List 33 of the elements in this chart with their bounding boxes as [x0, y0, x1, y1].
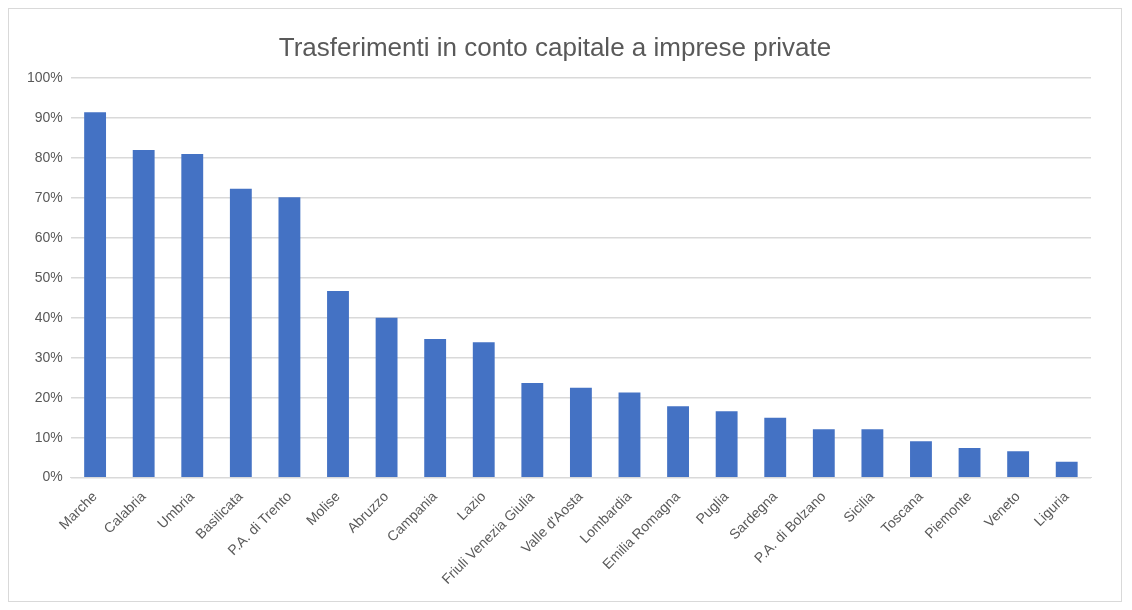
bar [132, 150, 155, 477]
y-tick-label: 10% [34, 428, 63, 445]
bar [618, 392, 641, 477]
bar [375, 317, 398, 477]
y-tick-label: 0% [42, 468, 63, 485]
y-tick-label: 100% [26, 69, 63, 86]
chart-title: Trasferimenti in conto capitale a imprese private [278, 31, 832, 62]
bar [764, 417, 787, 477]
y-tick-label: 20% [34, 388, 63, 405]
bar [521, 382, 544, 477]
y-tick-label: 30% [34, 348, 63, 365]
bar [569, 387, 592, 477]
bar [84, 112, 107, 477]
bar [861, 429, 884, 477]
bar [1055, 461, 1078, 477]
bar [812, 429, 835, 477]
y-tick-label: 90% [34, 109, 63, 125]
bar [472, 342, 495, 477]
bar [910, 441, 932, 477]
bar [958, 448, 981, 477]
bar [278, 197, 301, 477]
y-tick-label: 60% [34, 228, 63, 245]
y-tick-label: 40% [34, 308, 63, 325]
bar [1007, 451, 1030, 477]
bar [424, 339, 447, 477]
y-tick-label: 80% [34, 148, 63, 165]
y-tick-label: 70% [34, 188, 63, 205]
bar [181, 154, 204, 477]
bar [715, 411, 738, 477]
y-tick-label: 50% [34, 268, 63, 285]
bar [229, 188, 252, 477]
bar [327, 291, 349, 477]
bar [667, 406, 689, 477]
